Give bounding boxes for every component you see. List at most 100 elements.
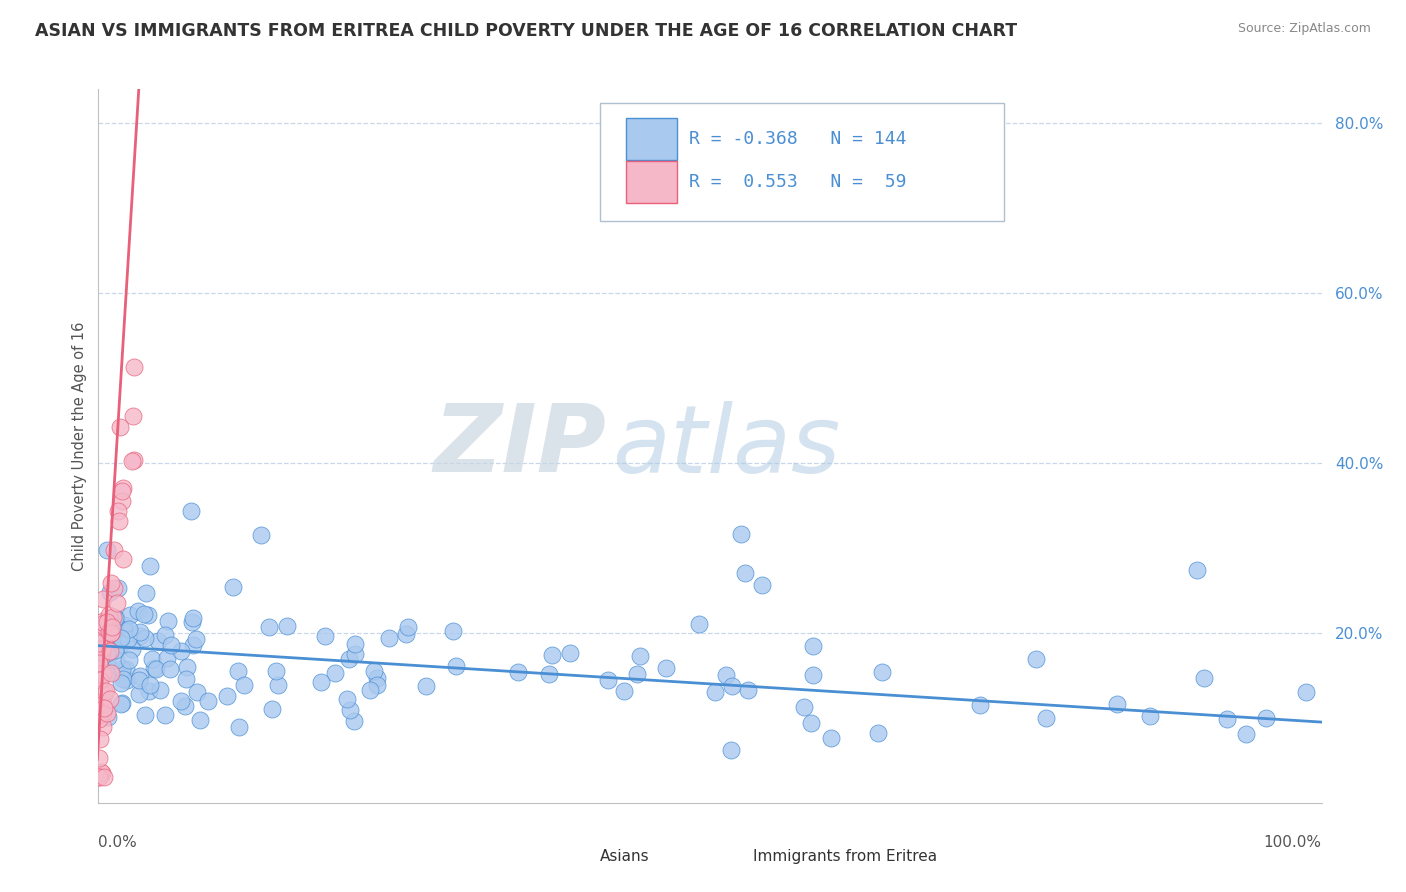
Point — [359, 683, 381, 698]
Point — [415, 679, 437, 693]
Point — [93, 770, 115, 784]
Point — [395, 627, 418, 641]
Point — [969, 698, 991, 712]
Point — [344, 647, 367, 661]
Point — [107, 504, 129, 518]
Point — [121, 453, 143, 467]
Point — [96, 615, 118, 629]
Point — [90, 765, 112, 780]
Point — [1025, 651, 1047, 665]
Point — [94, 627, 117, 641]
Point — [105, 596, 128, 610]
Point — [155, 627, 177, 641]
Point — [90, 684, 112, 698]
Point — [110, 637, 132, 651]
Point — [89, 673, 111, 687]
Point — [96, 653, 118, 667]
Text: 0.0%: 0.0% — [98, 836, 138, 850]
Point — [145, 662, 167, 676]
Point — [737, 683, 759, 698]
Point — [104, 653, 127, 667]
Point — [107, 581, 129, 595]
Point — [596, 673, 619, 687]
Point — [314, 629, 336, 643]
Point — [128, 687, 150, 701]
Point — [688, 617, 710, 632]
Point — [630, 648, 652, 663]
FancyBboxPatch shape — [626, 161, 678, 203]
Point — [110, 697, 132, 711]
Point — [378, 632, 401, 646]
Point — [146, 633, 169, 648]
Point — [121, 641, 143, 656]
Text: Source: ZipAtlas.com: Source: ZipAtlas.com — [1237, 22, 1371, 36]
Point — [704, 685, 727, 699]
Point — [89, 631, 111, 645]
Point — [93, 701, 115, 715]
Point — [114, 662, 136, 676]
Point — [337, 652, 360, 666]
Point — [108, 666, 131, 681]
Point — [100, 619, 122, 633]
Point — [87, 684, 110, 698]
Point — [138, 678, 160, 692]
Text: ZIP: ZIP — [433, 400, 606, 492]
Point — [135, 586, 157, 600]
Point — [217, 689, 239, 703]
Point — [93, 635, 115, 649]
Point — [160, 638, 183, 652]
Point — [91, 706, 114, 720]
Text: R =  0.553   N =  59: R = 0.553 N = 59 — [689, 173, 907, 191]
Point — [170, 694, 193, 708]
Point — [98, 646, 121, 660]
Point — [111, 481, 134, 495]
Point — [793, 699, 815, 714]
Point — [89, 635, 111, 649]
Point — [100, 626, 122, 640]
Point — [97, 710, 120, 724]
Point — [801, 667, 824, 681]
Point — [90, 642, 112, 657]
Point — [153, 707, 176, 722]
Point — [720, 742, 742, 756]
Point — [105, 611, 128, 625]
Point — [751, 578, 773, 592]
Text: R = -0.368   N = 144: R = -0.368 N = 144 — [689, 130, 907, 148]
Point — [112, 623, 135, 637]
Point — [186, 685, 208, 699]
Text: 100.0%: 100.0% — [1264, 836, 1322, 850]
Point — [103, 581, 125, 595]
Point — [134, 632, 156, 646]
Point — [101, 620, 124, 634]
Y-axis label: Child Poverty Under the Age of 16: Child Poverty Under the Age of 16 — [72, 321, 87, 571]
Point — [128, 673, 150, 687]
Point — [1139, 709, 1161, 723]
Point — [222, 580, 245, 594]
Point — [1234, 726, 1257, 740]
Text: ASIAN VS IMMIGRANTS FROM ERITREA CHILD POVERTY UNDER THE AGE OF 16 CORRELATION C: ASIAN VS IMMIGRANTS FROM ERITREA CHILD P… — [35, 22, 1018, 40]
Point — [1295, 685, 1317, 699]
Point — [100, 665, 122, 680]
Point — [96, 647, 118, 661]
Point — [613, 684, 636, 698]
Point — [90, 642, 112, 657]
Point — [90, 649, 112, 664]
Point — [800, 716, 823, 731]
Point — [104, 643, 127, 657]
Point — [87, 770, 110, 784]
Point — [110, 662, 132, 676]
Point — [111, 697, 134, 711]
Point — [264, 664, 287, 678]
Point — [228, 664, 250, 678]
Point — [250, 528, 273, 542]
Point — [98, 585, 121, 599]
Point — [104, 610, 127, 624]
Point — [537, 667, 560, 681]
Point — [181, 638, 204, 652]
Point — [111, 484, 134, 499]
Point — [117, 622, 139, 636]
Point — [156, 615, 179, 629]
Point — [89, 705, 111, 719]
Point — [91, 697, 114, 711]
Point — [100, 619, 122, 633]
